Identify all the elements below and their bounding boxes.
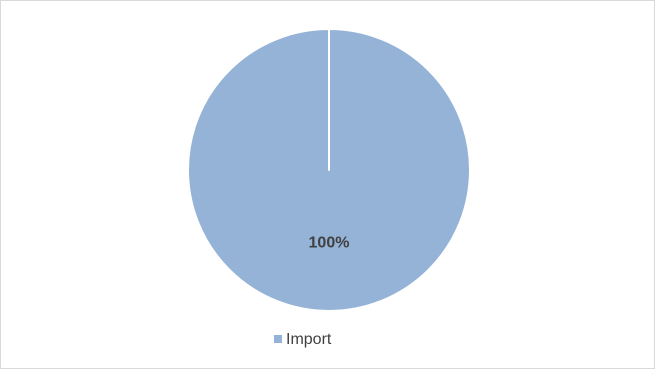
pie-slice bbox=[187, 28, 471, 312]
data-label: 100% bbox=[309, 235, 350, 252]
legend-swatch bbox=[274, 335, 282, 343]
legend-label: Import bbox=[286, 331, 332, 348]
